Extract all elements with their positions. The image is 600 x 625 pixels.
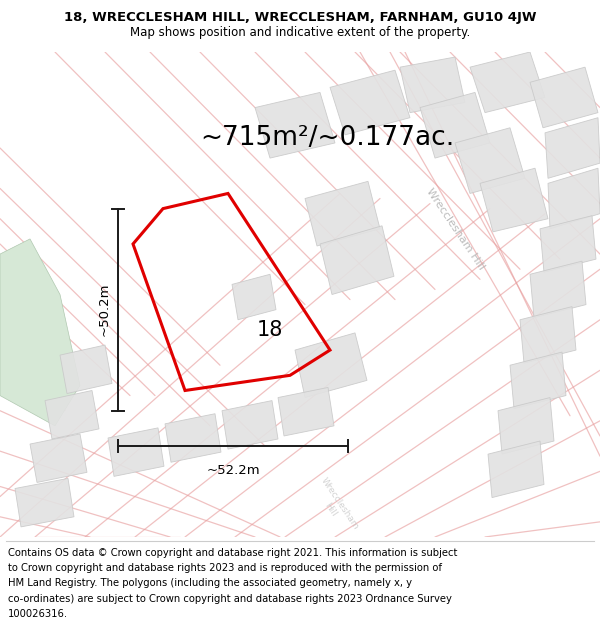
Polygon shape [60, 345, 112, 394]
Polygon shape [480, 168, 548, 232]
Polygon shape [548, 168, 600, 229]
Polygon shape [530, 67, 598, 128]
Polygon shape [108, 428, 164, 476]
Polygon shape [0, 239, 80, 426]
Text: Wrecclesham Hill: Wrecclesham Hill [424, 186, 486, 271]
Text: 18, WRECCLESHAM HILL, WRECCLESHAM, FARNHAM, GU10 4JW: 18, WRECCLESHAM HILL, WRECCLESHAM, FARNH… [64, 11, 536, 24]
Text: ~715m²/~0.177ac.: ~715m²/~0.177ac. [200, 125, 454, 151]
Polygon shape [540, 216, 596, 272]
Polygon shape [455, 127, 525, 194]
Text: ~50.2m: ~50.2m [97, 283, 110, 336]
Polygon shape [488, 441, 544, 498]
Text: HM Land Registry. The polygons (including the associated geometry, namely x, y: HM Land Registry. The polygons (includin… [8, 578, 412, 588]
Polygon shape [320, 226, 394, 294]
Text: co-ordinates) are subject to Crown copyright and database rights 2023 Ordnance S: co-ordinates) are subject to Crown copyr… [8, 594, 452, 604]
Polygon shape [278, 388, 334, 436]
Polygon shape [295, 333, 367, 398]
Polygon shape [530, 261, 586, 318]
Polygon shape [498, 398, 554, 454]
Polygon shape [400, 57, 465, 112]
Text: to Crown copyright and database rights 2023 and is reproduced with the permissio: to Crown copyright and database rights 2… [8, 563, 442, 573]
Text: Wrecclesham
Hill: Wrecclesham Hill [310, 476, 360, 538]
Text: ~52.2m: ~52.2m [206, 464, 260, 478]
Text: Map shows position and indicative extent of the property.: Map shows position and indicative extent… [130, 26, 470, 39]
Polygon shape [330, 70, 410, 135]
Text: Contains OS data © Crown copyright and database right 2021. This information is : Contains OS data © Crown copyright and d… [8, 548, 457, 558]
Polygon shape [545, 118, 600, 178]
Polygon shape [305, 181, 380, 246]
Text: 18: 18 [257, 320, 283, 340]
Polygon shape [165, 414, 221, 462]
Polygon shape [470, 52, 545, 112]
Polygon shape [222, 401, 278, 449]
Polygon shape [520, 307, 576, 363]
Polygon shape [255, 92, 335, 158]
Polygon shape [45, 391, 99, 439]
Polygon shape [510, 352, 566, 409]
Polygon shape [30, 434, 87, 482]
Polygon shape [15, 478, 74, 527]
Polygon shape [420, 92, 490, 158]
Polygon shape [232, 274, 276, 320]
Text: 100026316.: 100026316. [8, 609, 68, 619]
